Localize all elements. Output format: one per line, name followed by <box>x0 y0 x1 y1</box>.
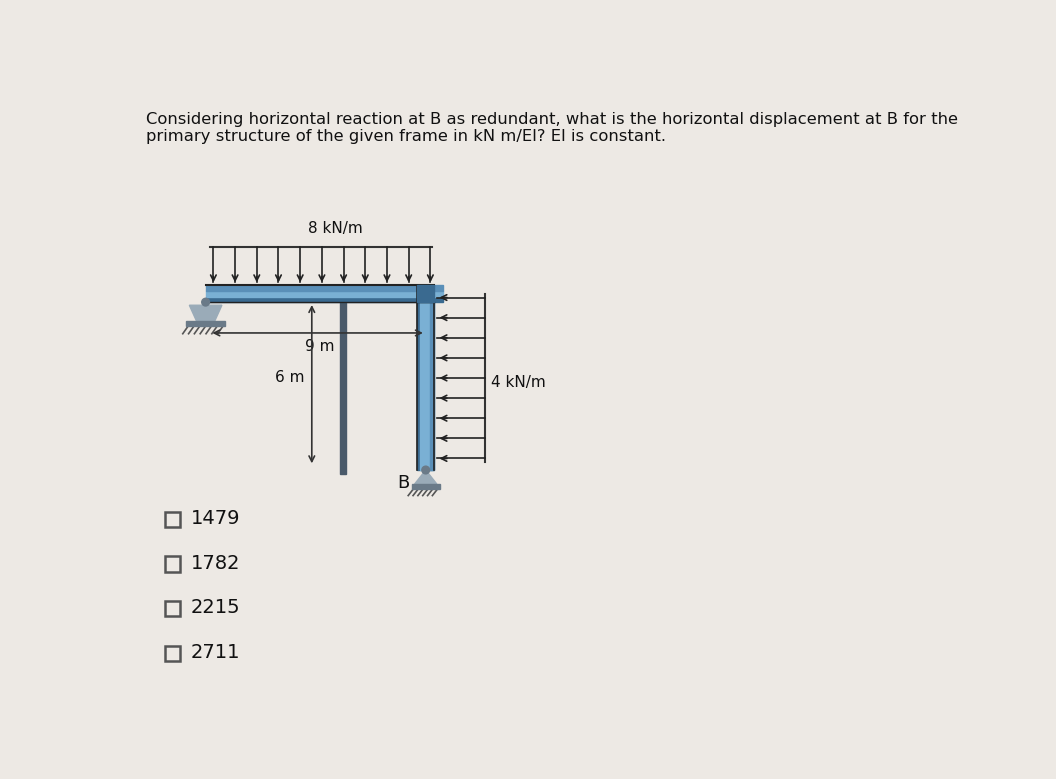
Text: primary structure of the given frame in kN m/EI? EI is constant.: primary structure of the given frame in … <box>146 129 666 144</box>
Text: 6 m: 6 m <box>275 370 304 385</box>
Polygon shape <box>189 305 222 321</box>
Bar <box>430 285 434 470</box>
Bar <box>417 285 434 470</box>
Bar <box>417 285 434 302</box>
Bar <box>206 291 442 297</box>
Polygon shape <box>415 470 437 484</box>
Bar <box>165 601 181 616</box>
Bar <box>206 285 442 291</box>
Bar <box>165 646 181 661</box>
Text: 9 m: 9 m <box>305 339 335 354</box>
Text: 4 kN/m: 4 kN/m <box>491 375 546 390</box>
Bar <box>165 556 181 572</box>
Circle shape <box>202 298 209 306</box>
Text: 1782: 1782 <box>191 554 241 573</box>
Text: 1479: 1479 <box>191 509 241 528</box>
Text: 8 kN/m: 8 kN/m <box>307 221 362 236</box>
Bar <box>412 484 440 488</box>
Bar <box>186 321 225 326</box>
Bar <box>206 297 442 302</box>
Text: B: B <box>397 474 410 492</box>
Text: Considering horizontal reaction at B as redundant, what is the horizontal displa: Considering horizontal reaction at B as … <box>146 112 958 127</box>
Bar <box>165 512 181 527</box>
Circle shape <box>421 466 430 474</box>
Text: 2711: 2711 <box>191 643 241 662</box>
Text: 2215: 2215 <box>191 598 241 617</box>
Bar <box>340 285 346 474</box>
Bar <box>420 285 431 470</box>
